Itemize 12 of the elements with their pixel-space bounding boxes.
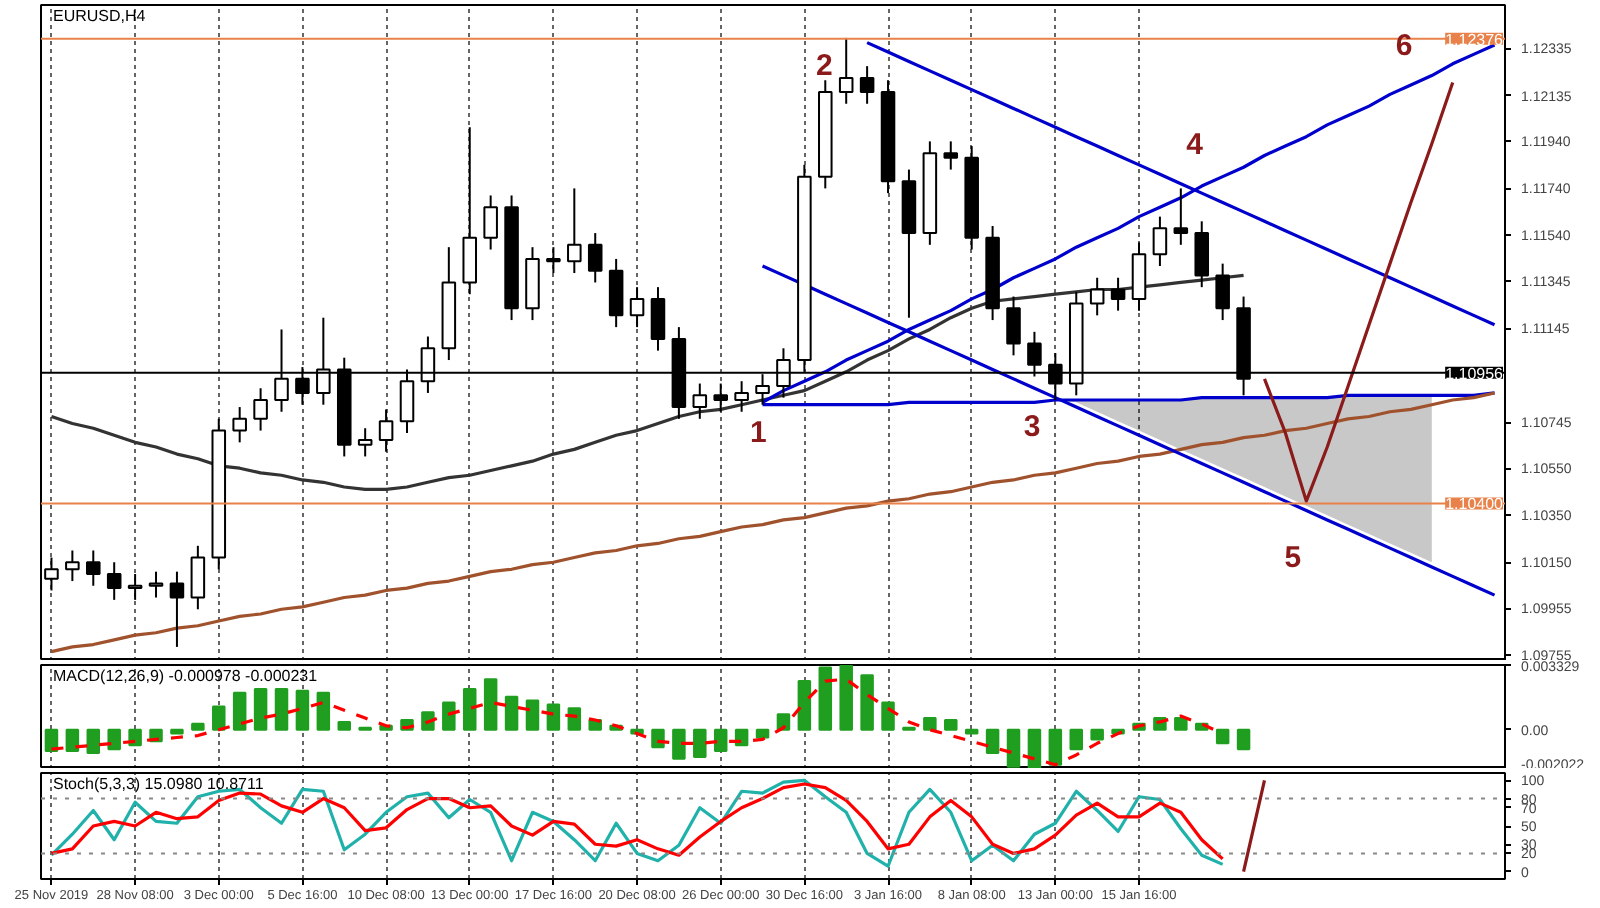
ref-line-label: 1.12376 (1445, 30, 1505, 49)
chart-title: MACD(12,26,9) -0.000978 -0.000231 (53, 667, 319, 685)
ref-line-label: 1.10956 (1445, 364, 1505, 383)
annotation: 2 (815, 49, 833, 84)
ref-line-label: 1.10400 (1445, 495, 1505, 514)
annotation: 1 (750, 416, 767, 451)
annotation: 4 (1186, 127, 1205, 162)
annotation: 6 (1395, 29, 1413, 64)
chart-title: Stoch(5,3,3) 15.0980 10.8711 (53, 775, 265, 793)
chart-title: EURUSD,H4 (53, 7, 147, 25)
annotation: 3 (1023, 409, 1041, 444)
annotation: 5 (1284, 541, 1302, 576)
